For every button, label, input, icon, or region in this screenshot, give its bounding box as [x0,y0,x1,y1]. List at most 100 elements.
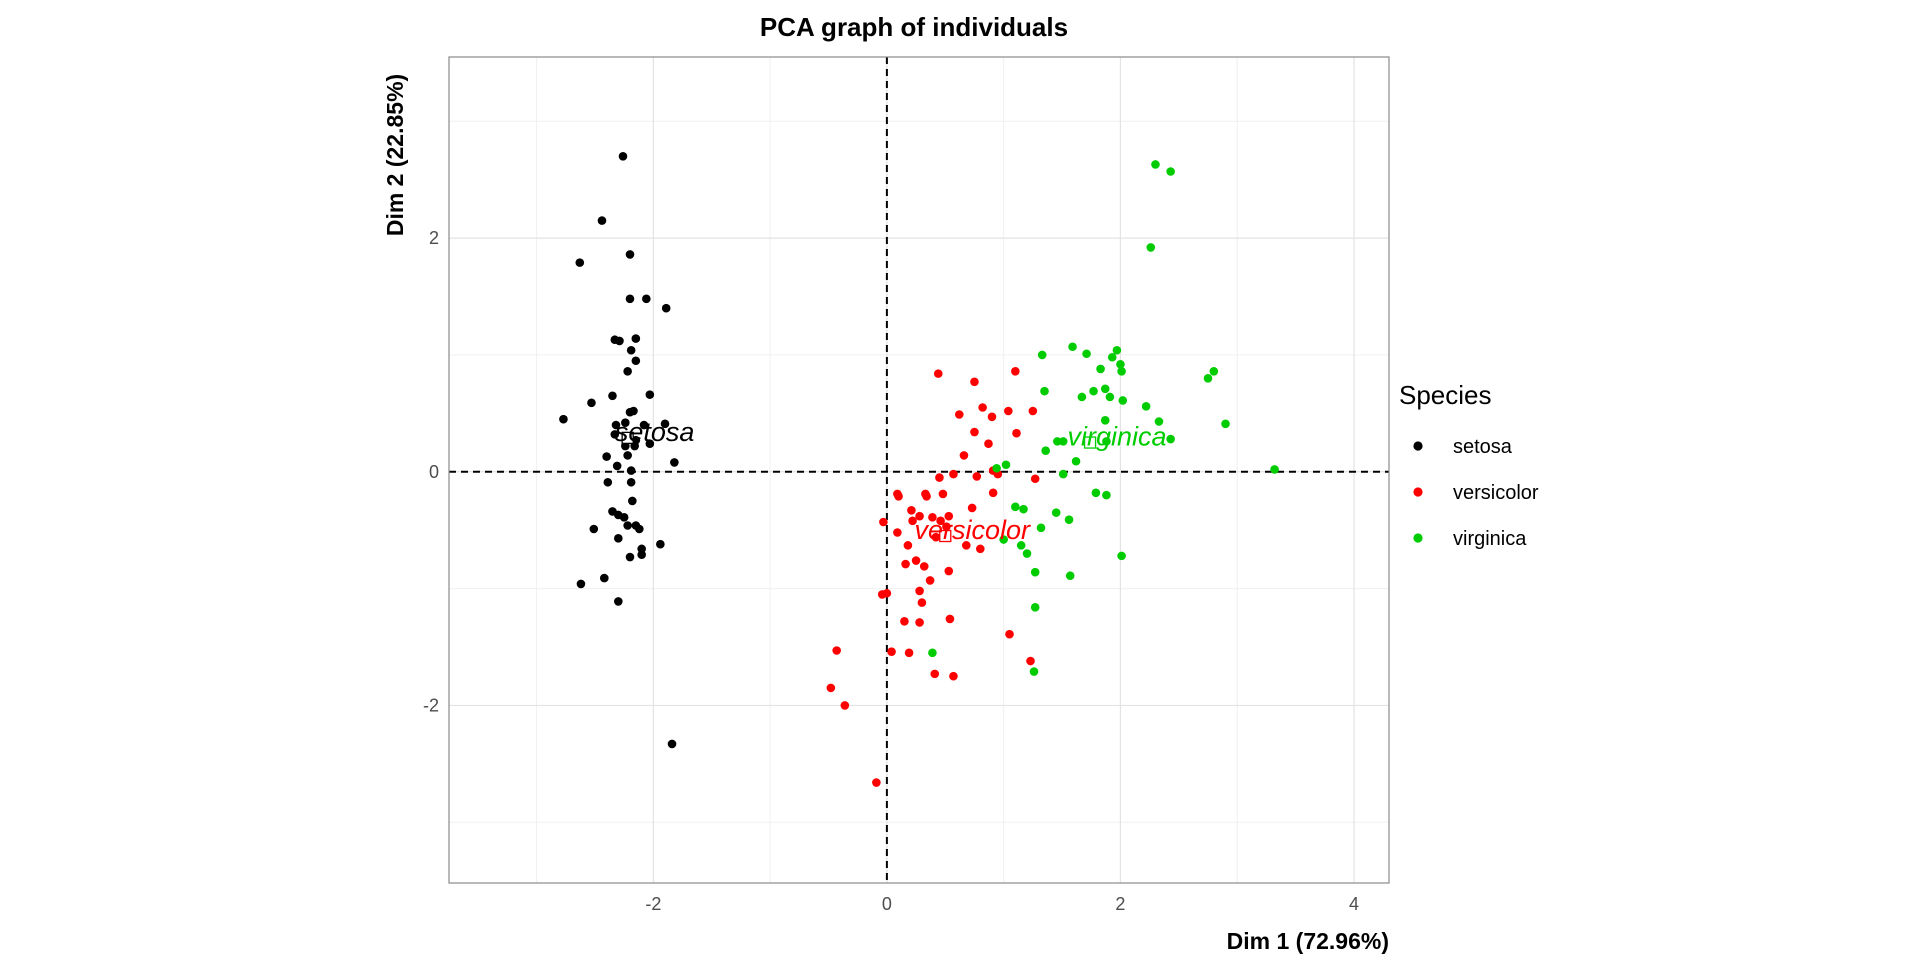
data-point-versicolor [972,472,982,481]
data-point-virginica [1116,359,1125,369]
data-point-virginica [1118,396,1128,405]
data-point-virginica [1166,167,1175,176]
x-tick-label: 0 [882,894,892,914]
tick-labels: -2 0 2 4 -2 0 2 [423,228,1359,914]
data-point-versicolor [915,618,924,627]
data-point-setosa [656,539,665,549]
x-tick-label: 2 [1115,894,1125,914]
data-point-setosa [603,477,613,487]
data-point-setosa [645,439,655,449]
data-point-virginica [999,535,1008,544]
data-point-virginica [1100,416,1110,425]
data-point-setosa [623,451,632,460]
data-point-versicolor [893,528,902,537]
data-point-versicolor [1012,428,1021,438]
data-point-versicolor [933,369,943,378]
y-axis-title: Dim 2 (22.85%) [382,74,408,236]
data-point-virginica [1221,419,1230,429]
data-point-versicolor [954,410,964,419]
data-point-versicolor [967,503,977,513]
data-point-versicolor [984,439,993,449]
data-point-versicolor [1011,366,1020,376]
data-point-setosa [626,477,636,487]
legend-items: setosa versicolor virginica [1413,436,1539,550]
data-point-virginica [1037,350,1047,360]
data-point-setosa [628,496,637,506]
data-point-versicolor [1028,406,1038,416]
data-point-virginica [1058,437,1068,446]
x-tick-label: 4 [1349,894,1359,914]
data-point-versicolor [917,598,927,607]
legend-label-setosa: setosa [1453,436,1513,458]
data-point-versicolor [887,647,896,656]
data-point-virginica [1071,456,1081,466]
data-point-virginica [1146,243,1156,252]
data-point-versicolor [930,669,940,679]
data-point-virginica [1011,502,1020,512]
data-point-setosa [559,414,568,424]
data-point-setosa [625,250,635,259]
data-point-setosa [610,430,620,439]
centroid-marker-versicolor [939,529,952,543]
data-point-setosa [626,466,636,475]
data-point-virginica [1102,437,1111,446]
data-point-virginica [1030,602,1040,612]
legend-key-setosa [1413,441,1423,451]
data-point-virginica [1068,342,1077,352]
data-point-virginica [1077,392,1087,402]
data-point-virginica [1016,541,1026,550]
data-point-setosa [631,334,641,343]
data-point-versicolor [1026,656,1035,666]
data-point-versicolor [931,532,941,542]
legend-title: Species [1399,380,1492,410]
data-point-setosa [639,420,649,430]
data-point-virginica [1036,523,1046,533]
data-point-virginica [1065,571,1075,581]
data-points [559,152,1279,787]
data-point-setosa [629,406,638,416]
data-point-setosa [623,521,632,530]
data-point-versicolor [938,489,948,499]
data-point-setosa [615,336,624,346]
data-point-versicolor [944,566,954,576]
data-point-setosa [614,534,623,543]
reference-lines [449,57,1389,883]
data-point-versicolor [832,646,841,655]
data-point-virginica [1001,460,1011,470]
data-point-setosa [619,513,629,522]
data-point-versicolor [903,541,913,550]
data-point-versicolor [877,590,887,599]
legend-label-versicolor: versicolor [1453,482,1539,504]
data-point-versicolor [945,614,955,624]
data-point-setosa [621,418,630,427]
x-tick-label: -2 [645,894,661,914]
data-point-setosa [589,524,599,534]
data-point-virginica [1107,352,1117,362]
data-point-virginica [1270,465,1279,474]
data-point-setosa [614,597,623,606]
data-point-virginica [1151,160,1160,169]
data-point-versicolor [944,511,954,521]
y-tick-label: 2 [429,228,439,248]
data-point-setosa [670,458,679,467]
data-point-virginica [1112,345,1122,355]
data-point-setosa [631,356,641,366]
data-point-virginica [1096,364,1105,374]
data-point-virginica [1091,488,1101,498]
data-point-setosa [623,366,632,376]
data-point-versicolor [900,616,909,626]
data-point-versicolor [922,491,931,501]
data-point-virginica [1082,349,1091,359]
centroid-label-setosa: setosa [615,417,695,447]
data-point-versicolor [961,541,971,550]
data-point-virginica [1019,504,1028,514]
data-point-versicolor [1004,406,1013,416]
centroid-marker-virginica [1083,436,1097,449]
data-point-versicolor [872,778,881,787]
data-point-versicolor [935,473,944,482]
y-tick-label: -2 [423,695,439,715]
data-point-versicolor [970,377,979,387]
data-point-virginica [1041,446,1050,456]
data-point-versicolor [907,506,916,515]
